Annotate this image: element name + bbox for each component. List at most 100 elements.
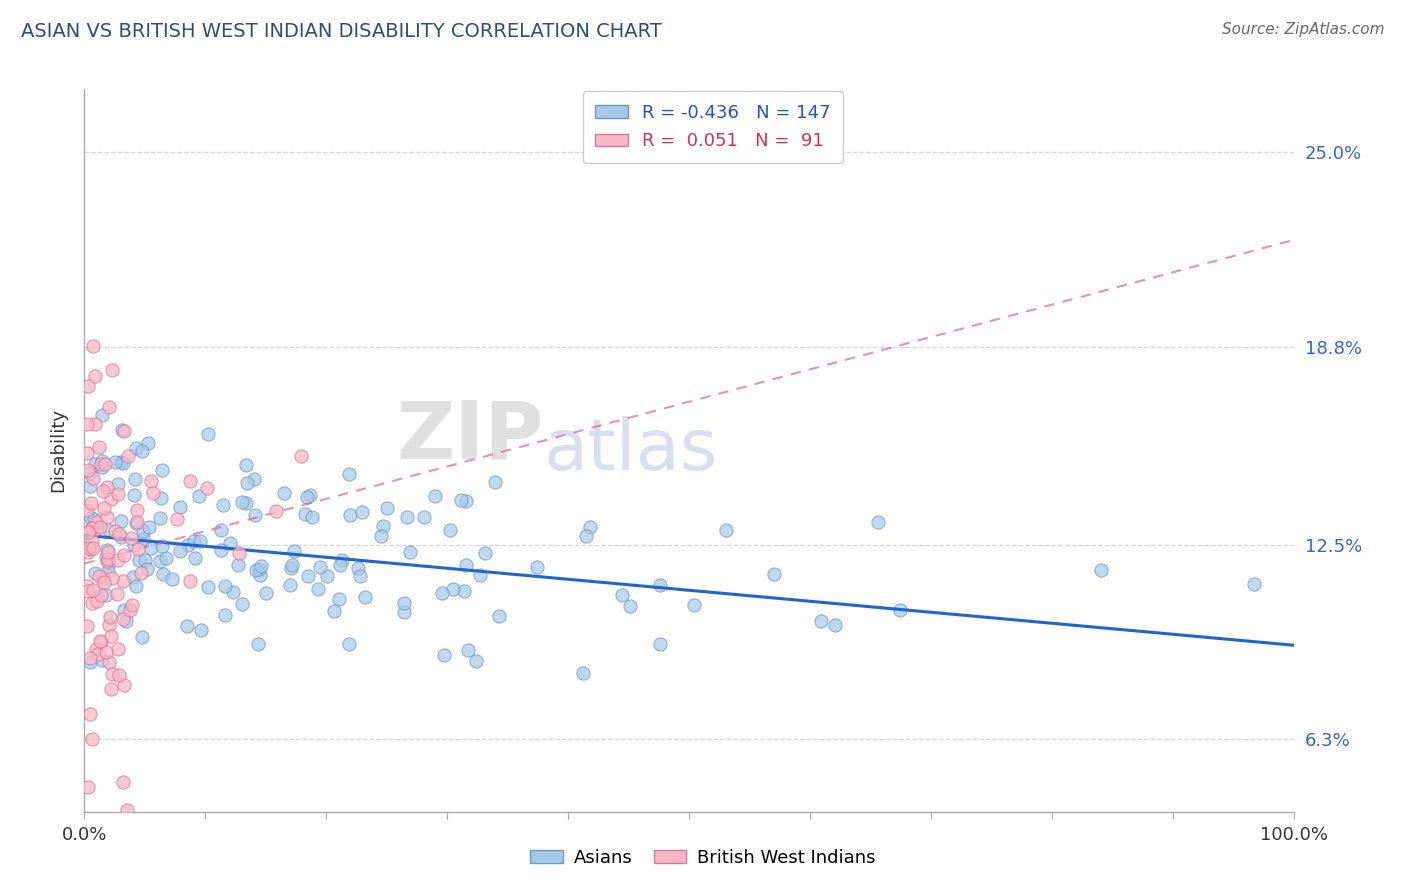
Point: [107, 553, 129, 567]
Point: [101, 666, 124, 681]
Point: [150, 491, 173, 505]
Point: [454, 494, 477, 508]
Point: [328, 591, 350, 606]
Point: [98, 618, 121, 632]
Point: [77, 462, 100, 476]
Point: [131, 532, 153, 546]
Point: [330, 553, 353, 567]
Point: [131, 630, 153, 644]
Point: [112, 678, 135, 692]
Point: [329, 558, 352, 572]
Point: [135, 562, 157, 576]
Point: [433, 648, 456, 662]
Point: [571, 665, 593, 680]
Point: [96, 510, 118, 524]
Point: [453, 584, 475, 599]
Point: [246, 637, 269, 651]
Point: [1090, 563, 1112, 577]
Point: [115, 614, 138, 628]
Point: [112, 424, 135, 438]
Point: [294, 507, 316, 521]
Point: [90, 457, 112, 471]
Point: [79, 651, 101, 665]
Point: [249, 567, 271, 582]
Point: [79, 707, 101, 722]
Point: [125, 579, 148, 593]
Point: [132, 524, 155, 538]
Point: [89, 634, 111, 648]
Point: [112, 456, 135, 470]
Point: [80, 521, 103, 535]
Point: [121, 598, 143, 612]
Text: ZIP: ZIP: [396, 397, 544, 475]
Point: [245, 508, 267, 523]
Point: [110, 455, 132, 469]
Point: [93, 500, 115, 515]
Point: [83, 511, 105, 525]
Point: [83, 457, 105, 471]
Point: [117, 449, 139, 463]
Point: [188, 534, 211, 549]
Point: [392, 605, 415, 619]
Point: [399, 545, 422, 559]
Point: [169, 544, 191, 558]
Point: [273, 486, 295, 500]
Point: [94, 457, 117, 471]
Point: [96, 645, 118, 659]
Point: [350, 505, 373, 519]
Point: [104, 524, 127, 539]
Point: [129, 566, 152, 581]
Point: [82, 583, 104, 598]
Point: [264, 504, 287, 518]
Point: [111, 775, 134, 789]
Point: [457, 642, 479, 657]
Point: [100, 682, 122, 697]
Point: [142, 486, 165, 500]
Point: [80, 511, 103, 525]
Point: [450, 492, 472, 507]
Point: [124, 538, 146, 552]
Point: [290, 449, 312, 463]
Point: [94, 588, 117, 602]
Point: [111, 424, 134, 438]
Point: [231, 495, 253, 509]
Point: [79, 466, 101, 480]
Point: [280, 560, 302, 574]
Point: [439, 523, 461, 537]
Point: [77, 525, 100, 540]
Point: [347, 561, 370, 575]
Point: [150, 463, 173, 477]
Point: [100, 491, 122, 506]
Point: [98, 400, 121, 414]
Point: [76, 446, 98, 460]
Point: [80, 533, 103, 548]
Point: [76, 503, 98, 517]
Point: [243, 472, 266, 486]
Point: [101, 571, 124, 585]
Point: [118, 603, 141, 617]
Point: [824, 617, 846, 632]
Point: [488, 609, 510, 624]
Point: [337, 637, 360, 651]
Point: [714, 524, 737, 538]
Point: [82, 541, 104, 555]
Point: [160, 572, 183, 586]
Point: [339, 508, 361, 522]
Point: [97, 564, 120, 578]
Point: [107, 477, 129, 491]
Point: [682, 598, 704, 612]
Point: [283, 543, 305, 558]
Point: [124, 472, 146, 486]
Point: [209, 543, 232, 558]
Point: [468, 567, 491, 582]
Point: [188, 490, 211, 504]
Point: [441, 582, 464, 597]
Point: [112, 574, 135, 589]
Point: [235, 458, 257, 472]
Point: [97, 655, 120, 669]
Point: [125, 516, 148, 530]
Point: [575, 529, 598, 543]
Point: [90, 588, 112, 602]
Point: [228, 546, 250, 560]
Text: ASIAN VS BRITISH WEST INDIAN DISABILITY CORRELATION CHART: ASIAN VS BRITISH WEST INDIAN DISABILITY …: [21, 22, 662, 41]
